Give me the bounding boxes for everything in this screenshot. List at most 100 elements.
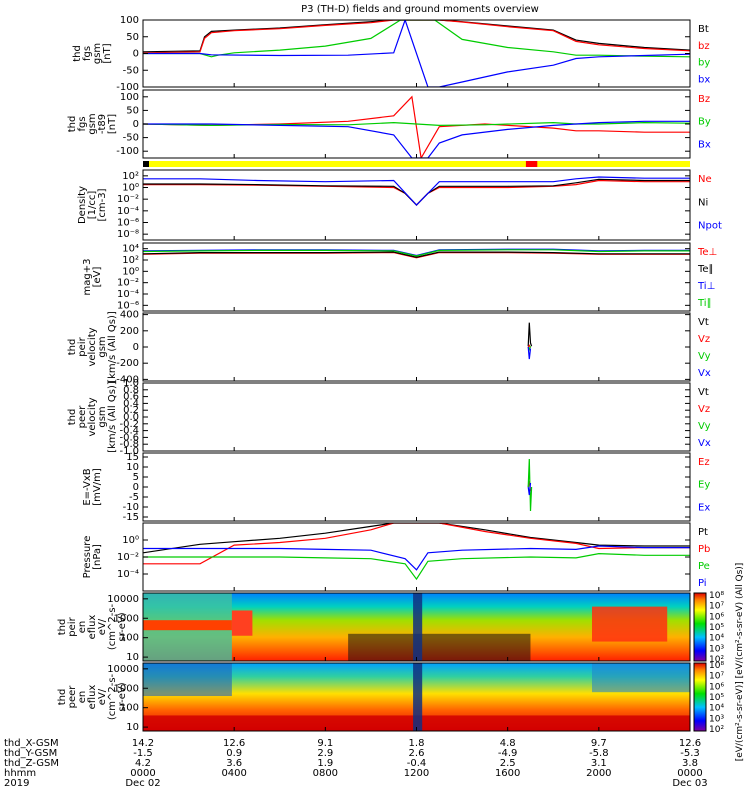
colorbar-tick-label: 10⁶ xyxy=(709,682,724,692)
y-tick-label: 0 xyxy=(133,119,139,130)
colorbar-1 xyxy=(693,592,707,662)
x-row-value: 14.2 xyxy=(132,738,154,749)
x-row-value: 0800 xyxy=(313,768,338,779)
chart-title: P3 (TH-D) fields and ground moments over… xyxy=(301,4,539,15)
legend-by: by xyxy=(698,58,710,69)
legend-Ez: Ez xyxy=(698,457,710,468)
colorbar-tick-label: 10⁷ xyxy=(709,602,724,612)
y-tick-label: 10² xyxy=(122,171,139,182)
series-group xyxy=(143,248,690,259)
status-bar xyxy=(143,161,690,167)
legend-Pb: Pb xyxy=(698,544,710,555)
series-line-Pe xyxy=(143,552,690,581)
colorbar-tick-label: 10³ xyxy=(709,644,724,654)
series-group xyxy=(527,322,533,360)
y-tick-label: 10⁻² xyxy=(117,552,139,563)
x-row-value: -1.5 xyxy=(133,748,153,759)
y-label: mag+3 xyxy=(82,259,93,296)
legend-Ex: Ex xyxy=(698,502,710,513)
y-tick-label: -10 xyxy=(123,502,139,513)
series-line-Bt xyxy=(143,20,690,53)
x-row-value: -5.8 xyxy=(589,748,609,759)
x-row-value: 1200 xyxy=(404,768,429,779)
y-label: [1/cc] xyxy=(87,191,98,220)
y-label: sr-eV) xyxy=(117,612,128,641)
series-line-bz xyxy=(143,20,690,54)
y-tick-label: 10000 xyxy=(107,664,139,675)
legend-Ti⊥: Ti⊥ xyxy=(697,281,715,292)
y-label: sr-eV) xyxy=(117,682,128,711)
y-tick-label: 10⁻⁴ xyxy=(117,289,139,300)
x-row-value: 3.6 xyxy=(226,758,242,769)
x-row-label: hhmm xyxy=(4,768,36,779)
y-tick-label: 50 xyxy=(126,105,139,116)
colorbar-tick-label: 10⁸ xyxy=(709,661,724,671)
series-group xyxy=(527,458,533,512)
panel-frame xyxy=(142,452,691,522)
y-tick-label: 100 xyxy=(120,633,139,644)
y-tick-label: -0.6 xyxy=(119,432,139,443)
y-label: [nPa] xyxy=(92,544,103,570)
legend-Pi: Pi xyxy=(698,578,707,589)
x-row-value: 12.6 xyxy=(223,738,245,749)
y-label: Density xyxy=(77,186,88,224)
legend-Bx: Bx xyxy=(698,139,711,150)
legend-Ni: Ni xyxy=(698,197,708,208)
y-tick-label: 10⁻⁶ xyxy=(117,300,139,311)
y-tick-label: -400 xyxy=(116,374,139,385)
legend-Vy: Vy xyxy=(698,421,711,432)
status-bar-marker xyxy=(143,161,149,167)
y-tick-label: 1.0 xyxy=(123,378,139,389)
x-row-value: 0.9 xyxy=(226,748,242,759)
x-row-label: thd_X-GSM xyxy=(4,738,59,749)
y-tick-label: 10⁻⁶ xyxy=(117,218,139,229)
x-row-value: 1600 xyxy=(495,768,520,779)
series-line-Vt xyxy=(527,322,533,347)
y-tick-label: 0 xyxy=(133,482,139,493)
series-line-Npot xyxy=(143,176,690,206)
y-label: [km/s (All Qs)] xyxy=(107,311,118,383)
y-tick-label: 10000 xyxy=(107,594,139,605)
y-label: [mV/m] xyxy=(92,468,103,506)
series-line-Bz xyxy=(143,95,690,158)
legend-Vy: Vy xyxy=(698,351,711,362)
y-tick-label: 0.8 xyxy=(123,385,139,396)
spectrogram-band xyxy=(143,620,232,631)
colorbar-tick-label: 10³ xyxy=(709,714,724,724)
y-tick-label: -0.4 xyxy=(119,426,139,437)
x-row-value: 9.1 xyxy=(317,738,333,749)
x-row-value: 3.1 xyxy=(591,758,607,769)
y-label: [cm-3] xyxy=(97,188,108,221)
x-row-value: -5.3 xyxy=(680,748,700,759)
y-label: gsm xyxy=(97,406,108,427)
y-tick-label: 50 xyxy=(126,32,139,43)
series-line-Bx xyxy=(143,120,690,158)
y-label: fgs xyxy=(82,46,93,61)
y-tick-label: 10² xyxy=(122,255,139,266)
y-label: [nT] xyxy=(107,114,118,134)
series-line-Pb xyxy=(143,523,690,565)
series-line-by xyxy=(143,20,690,58)
status-bar-marker xyxy=(525,161,538,167)
legend-By: By xyxy=(698,117,711,128)
legend-Ne: Ne xyxy=(698,174,712,185)
y-tick-label: 10⁻² xyxy=(117,194,139,205)
legend-Te∥: Te∥ xyxy=(697,264,714,275)
y-tick-label: 1000 xyxy=(114,613,139,624)
colorbar-2 xyxy=(693,662,707,732)
y-tick-label: -50 xyxy=(123,65,139,76)
legend-Vx: Vx xyxy=(698,438,711,449)
y-label: eV/ xyxy=(97,688,108,705)
legend-Te⊥: Te⊥ xyxy=(697,247,717,258)
legend-Ey: Ey xyxy=(698,480,710,491)
y-label: thd xyxy=(67,339,78,356)
y-tick-label: -100 xyxy=(116,82,139,93)
legend-Bz: Bz xyxy=(698,94,710,105)
panel-1: 100 50 0 -50 -100 Bt bz by bx thd fgs gsm [nT] xyxy=(72,15,710,93)
series-line-Ex xyxy=(527,482,532,496)
legend-Vz: Vz xyxy=(698,404,710,415)
colorbar-tick-label: 10⁵ xyxy=(709,693,724,703)
y-label: en xyxy=(77,691,88,704)
